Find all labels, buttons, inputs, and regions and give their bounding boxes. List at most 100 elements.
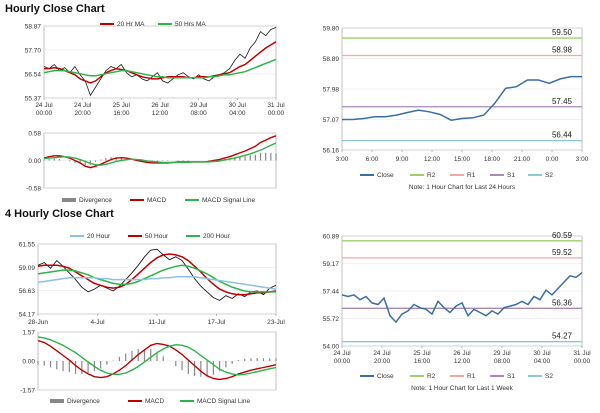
y-tick-label: 0.00 bbox=[22, 359, 35, 366]
chart-note: Note: 1 Hour Chart for Last 1 Week bbox=[411, 385, 514, 392]
x-tick-label: 04:00 bbox=[229, 110, 246, 117]
x-tick-label: 20:00 bbox=[75, 110, 92, 117]
legend-label: R1 bbox=[467, 373, 476, 380]
x-tick-label: 6:00 bbox=[366, 156, 379, 163]
series-line-close bbox=[342, 75, 582, 121]
series-line-200-hour bbox=[37, 275, 277, 290]
x-tick-label: 16:00 bbox=[113, 110, 130, 117]
x-tick-label: 11-Jul bbox=[148, 319, 166, 326]
x-tick-label: 12:00 bbox=[454, 358, 471, 365]
level-label-s1: 57.45 bbox=[552, 97, 573, 106]
x-tick-label: 3:00 bbox=[336, 156, 349, 163]
y-tick-label: 57.98 bbox=[323, 87, 340, 94]
x-tick-label: 28-Jun bbox=[28, 319, 48, 326]
x-tick-label: 15:00 bbox=[454, 156, 471, 163]
y-tick-label: 56.63 bbox=[19, 288, 36, 295]
hourly-section-title: Hourly Close Chart bbox=[5, 3, 105, 15]
y-tick-label: 57.07 bbox=[323, 117, 340, 124]
level-label-s2: 56.44 bbox=[552, 131, 573, 140]
x-tick-label: 30 Jul bbox=[533, 350, 551, 357]
x-tick-label: 31 Jul bbox=[573, 350, 591, 357]
x-tick-label: 17-Jul bbox=[208, 319, 226, 326]
y-tick-label: 54.17 bbox=[19, 312, 36, 319]
x-tick-label: 24 Jul bbox=[74, 102, 92, 109]
legend-label: Divergence bbox=[67, 398, 100, 405]
x-tick-label: 12:00 bbox=[424, 156, 441, 163]
y-tick-label: 56.54 bbox=[25, 72, 42, 79]
level-label-s2: 54.27 bbox=[552, 332, 573, 341]
x-tick-label: 00:00 bbox=[36, 110, 53, 117]
x-tick-label: 26 Jul bbox=[151, 102, 169, 109]
y-tick-label: 57.44 bbox=[323, 289, 340, 296]
legend-label: Divergence bbox=[79, 197, 112, 204]
legend-swatch bbox=[50, 399, 64, 403]
y-tick-label: 55.72 bbox=[323, 316, 340, 323]
series-line-signal bbox=[37, 336, 277, 376]
x-tick-label: 20:00 bbox=[374, 358, 391, 365]
legend-label: S2 bbox=[545, 373, 553, 380]
x-tick-label: 25 Jul bbox=[113, 102, 131, 109]
x-tick-label: 25 Jul bbox=[413, 350, 431, 357]
legend-label: 50 Hour bbox=[145, 233, 169, 240]
y-tick-label: 58.87 bbox=[25, 24, 42, 31]
series-line-50-hour bbox=[37, 264, 276, 293]
y-tick-label: 59.80 bbox=[323, 26, 340, 33]
x-tick-label: 24 Jul bbox=[373, 350, 391, 357]
y-tick-label: 0.00 bbox=[28, 158, 41, 165]
x-tick-label: 00:00 bbox=[268, 110, 285, 117]
y-tick-label: -0.58 bbox=[26, 186, 41, 193]
legend-label: 50 Hrs MA bbox=[175, 21, 206, 28]
series-line-signal bbox=[43, 142, 277, 166]
legend-label: 20 Hr MA bbox=[117, 21, 145, 28]
chart-note: Note: 1 Hour Chart for Last 24 Hours bbox=[409, 184, 516, 191]
legend-label: Close bbox=[377, 373, 394, 380]
x-tick-label: 23-Jul bbox=[267, 319, 285, 326]
y-tick-label: 56.16 bbox=[323, 148, 340, 155]
x-tick-label: 00:00 bbox=[334, 358, 351, 365]
y-tick-label: 1.57 bbox=[22, 330, 35, 337]
level-label-r2: 60.59 bbox=[552, 231, 573, 240]
legend-label: MACD bbox=[145, 398, 164, 405]
x-tick-label: 21:00 bbox=[514, 156, 531, 163]
legend-label: S1 bbox=[507, 172, 515, 179]
x-tick-label: 18:00 bbox=[484, 156, 501, 163]
legend-label: R1 bbox=[467, 172, 476, 179]
x-tick-label: 24 Jul bbox=[333, 350, 351, 357]
y-tick-label: -1.57 bbox=[20, 388, 35, 395]
legend-label: S2 bbox=[545, 172, 553, 179]
x-tick-label: 08:00 bbox=[191, 110, 208, 117]
level-label-r1: 58.98 bbox=[552, 45, 573, 54]
x-tick-label: 00:00 bbox=[574, 358, 591, 365]
level-label-r1: 59.52 bbox=[552, 248, 573, 257]
legend-label: MACD Signal Line bbox=[202, 197, 255, 204]
y-tick-label: 57.70 bbox=[25, 48, 42, 55]
series-line-price bbox=[37, 248, 277, 301]
y-tick-label: 61.55 bbox=[19, 242, 36, 249]
x-tick-label: 26 Jul bbox=[453, 350, 471, 357]
series-line-20-hour bbox=[37, 253, 277, 296]
legend-label: S1 bbox=[507, 373, 515, 380]
x-tick-label: 31 Jul bbox=[267, 102, 285, 109]
x-tick-label: 08:00 bbox=[494, 358, 511, 365]
hourly-macd-chart: 0.58 0.00 -0.58 Divergence MACD MACD Signal L… bbox=[26, 131, 277, 204]
series-line-20-hr-ma bbox=[44, 41, 277, 84]
series-line-close bbox=[341, 272, 583, 324]
x-tick-label: 04:00 bbox=[534, 358, 551, 365]
x-tick-label: 3:00 bbox=[576, 156, 589, 163]
x-tick-label: 30 Jul bbox=[229, 102, 247, 109]
x-tick-label: 24 Jul bbox=[35, 102, 53, 109]
x-tick-label: 4-Jul bbox=[90, 319, 105, 326]
x-tick-label: 9:00 bbox=[396, 156, 409, 163]
y-tick-label: 59.17 bbox=[323, 261, 340, 268]
series-line-macd bbox=[43, 135, 277, 169]
x-tick-label: 12:00 bbox=[152, 110, 169, 117]
legend-label: R2 bbox=[427, 172, 436, 179]
legend-swatch bbox=[62, 198, 76, 202]
legend-label: MACD bbox=[147, 197, 166, 204]
y-tick-label: 54.00 bbox=[323, 344, 340, 351]
y-tick-label: 0.58 bbox=[28, 131, 41, 138]
x-tick-label: 29 Jul bbox=[190, 102, 208, 109]
